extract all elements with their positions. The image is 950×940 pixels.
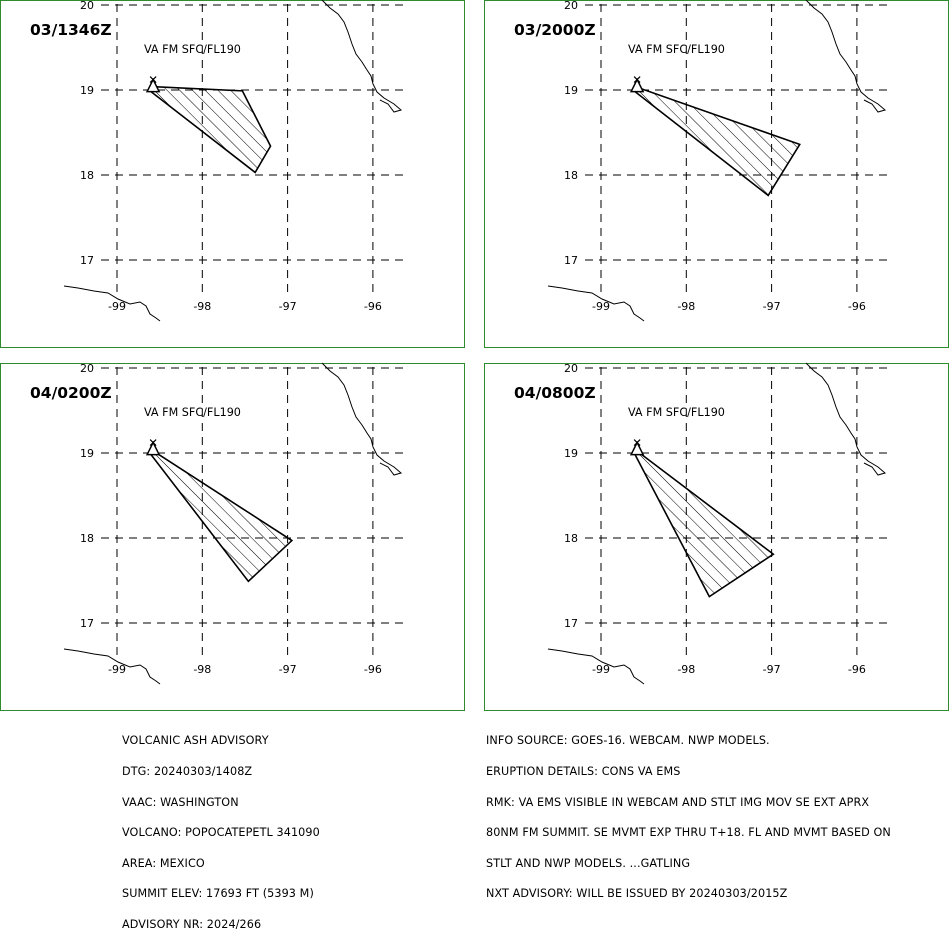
gulf-coastline — [321, 0, 403, 113]
lat-tick-label: 17 — [80, 254, 94, 267]
lon-tick-label: -96 — [364, 663, 382, 676]
eruption-mark-icon — [633, 439, 641, 447]
advisory-info-left: VOLCANIC ASH ADVISORY DTG: 20240303/1408… — [122, 716, 320, 940]
info-line: DTG: 20240303/1408Z — [122, 765, 253, 778]
panel-layer-label: VA FM SFC/FL190 — [144, 406, 241, 419]
gulf-coastline — [321, 362, 403, 476]
lat-tick-label: 17 — [80, 617, 94, 630]
ash-cloud-polygon — [634, 85, 801, 197]
gulf-coastline — [805, 362, 887, 476]
info-line: VOLCANIC ASH ADVISORY — [122, 734, 269, 748]
panel-layer-label: VA FM SFC/FL190 — [144, 43, 241, 56]
lon-tick-label: -99 — [108, 300, 126, 313]
lat-tick-label: 18 — [564, 532, 578, 545]
pacific-coastline — [63, 648, 161, 685]
panel-frame — [0, 0, 465, 348]
lat-tick-label: 18 — [564, 169, 578, 182]
panel-layer-label: VA FM SFC/FL190 — [628, 406, 725, 419]
eruption-mark-icon — [633, 76, 641, 84]
volcano-icon — [629, 440, 645, 456]
panel-time-label: 04/0200Z — [30, 384, 112, 402]
lon-tick-label: -96 — [364, 300, 382, 313]
panel-frame — [0, 363, 465, 711]
lat-tick-label: 20 — [80, 0, 94, 12]
info-line: INFO SOURCE: GOES-16. WEBCAM. NWP MODELS… — [486, 734, 770, 748]
lat-tick-label: 19 — [564, 447, 578, 460]
panel-time-label: 03/2000Z — [514, 21, 596, 39]
lon-tick-label: -98 — [193, 300, 211, 313]
pacific-coastline — [63, 285, 161, 322]
info-line: NXT ADVISORY: WILL BE ISSUED BY 20240303… — [486, 887, 788, 901]
info-line: AREA: MEXICO — [122, 856, 205, 870]
map-panel: -99 -98 -97 -96 20 19 18 17 04/0800Z VA FM SFC/FL… — [484, 362, 949, 711]
ash-cloud-polygon — [150, 448, 294, 583]
pacific-coastline — [547, 648, 645, 685]
lat-tick-label: 18 — [80, 532, 94, 545]
lon-tick-label: -97 — [279, 300, 297, 313]
advisory-graphic: -99 -98 -97 -96 20 19 18 17 03/1346Z VA FM SFC/FL… — [0, 0, 949, 711]
info-line: ERUPTION DETAILS: CONS VA EMS — [486, 765, 681, 778]
panel-frame — [484, 0, 949, 348]
info-line: 80NM FM SUMMIT. SE MVMT EXP THRU T+18. F… — [486, 826, 891, 840]
panel-time-label: 03/1346Z — [30, 21, 112, 39]
lon-tick-label: -97 — [763, 300, 781, 313]
eruption-mark-icon — [149, 439, 157, 447]
lat-tick-label: 17 — [564, 617, 578, 630]
volcano-icon — [145, 77, 161, 93]
info-line: SUMMIT ELEV: 17693 FT (5393 M) — [122, 887, 314, 901]
lat-tick-label: 20 — [564, 0, 578, 12]
lon-tick-label: -97 — [763, 663, 781, 676]
lat-tick-label: 19 — [564, 84, 578, 97]
map-panel: -99 -98 -97 -96 20 19 18 17 03/2000Z VA FM SFC/FL… — [484, 0, 949, 348]
panel-time-label: 04/0800Z — [514, 384, 596, 402]
map-panel: -99 -98 -97 -96 20 19 18 17 03/1346Z VA FM SFC/FL… — [0, 0, 465, 348]
lon-tick-label: -96 — [848, 300, 866, 313]
lat-tick-label: 20 — [80, 362, 94, 375]
eruption-mark-icon — [149, 76, 157, 84]
lat-tick-label: 19 — [80, 84, 94, 97]
lon-tick-label: -98 — [193, 663, 211, 676]
ash-cloud-polygon — [634, 447, 775, 598]
lon-tick-label: -99 — [592, 663, 610, 676]
pacific-coastline — [547, 285, 645, 322]
advisory-info-right: INFO SOURCE: GOES-16. WEBCAM. NWP MODELS… — [486, 716, 891, 910]
map-panel: -99 -98 -97 -96 20 19 18 17 04/0200Z VA FM SFC/FL… — [0, 362, 465, 711]
lat-tick-label: 17 — [564, 254, 578, 267]
panel-layer-label: VA FM SFC/FL190 — [628, 43, 725, 56]
lon-tick-label: -96 — [848, 663, 866, 676]
info-line: VOLCANO: POPOCATEPETL 341090 — [122, 826, 320, 840]
panel-frame — [484, 363, 949, 711]
info-line: ADVISORY NR: 2024/266 — [122, 917, 262, 931]
volcano-icon — [145, 440, 161, 456]
lon-tick-label: -98 — [677, 300, 695, 313]
lon-tick-label: -98 — [677, 663, 695, 676]
volcano-icon — [629, 77, 645, 93]
info-line: RMK: VA EMS VISIBLE IN WEBCAM AND STLT I… — [486, 795, 870, 809]
lat-tick-label: 19 — [80, 447, 94, 460]
lat-tick-label: 18 — [80, 169, 94, 182]
ash-cloud-polygon — [150, 85, 272, 174]
gulf-coastline — [805, 0, 887, 113]
lon-tick-label: -99 — [592, 300, 610, 313]
info-line: VAAC: WASHINGTON — [122, 795, 239, 809]
info-line: STLT AND NWP MODELS. ...GATLING — [486, 856, 691, 870]
lon-tick-label: -97 — [279, 663, 297, 676]
lon-tick-label: -99 — [108, 663, 126, 676]
lat-tick-label: 20 — [564, 362, 578, 375]
